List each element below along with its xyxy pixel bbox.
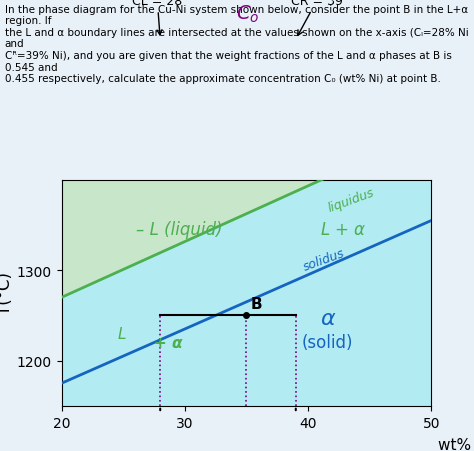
Text: + α: + α — [154, 335, 182, 350]
Text: $L$: $L$ — [117, 325, 127, 341]
Text: wt% Ni: wt% Ni — [438, 437, 474, 451]
Text: $C_o$: $C_o$ — [237, 4, 260, 25]
Text: B: B — [250, 296, 262, 312]
Text: In the phase diagram for the Cu-Ni system shown below, consider the point B in t: In the phase diagram for the Cu-Ni syste… — [5, 5, 468, 84]
Text: (solid): (solid) — [302, 333, 354, 351]
Text: α: α — [320, 309, 335, 329]
Text: CL = 28: CL = 28 — [132, 0, 182, 36]
Text: $L$ + α: $L$ + α — [320, 221, 367, 239]
Text: solidus: solidus — [302, 247, 347, 274]
Text: CR = 39: CR = 39 — [291, 0, 343, 37]
Y-axis label: T(°C): T(°C) — [0, 272, 14, 315]
Text: – L (liquid): – L (liquid) — [136, 221, 222, 239]
Text: liquidus: liquidus — [327, 186, 377, 215]
